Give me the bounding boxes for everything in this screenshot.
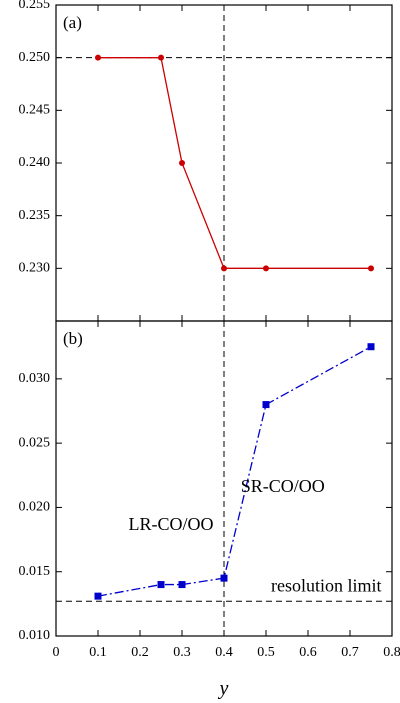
panel-label-b: (b) <box>63 329 83 348</box>
y-tick-label-b-1: 0.025 <box>19 435 51 450</box>
y-tick-label-a-4: 0.235 <box>19 208 51 223</box>
y-tick-label-b-2: 0.020 <box>19 500 51 515</box>
data-point-a-4 <box>263 265 269 272</box>
data-point-a-0 <box>95 54 101 61</box>
annotation-sr-co-oo: SR-CO/OO <box>241 476 325 496</box>
annotation-resolution-limit: resolution limit <box>271 575 382 595</box>
x-tick-label-8: 0.8 <box>383 645 400 660</box>
y-tick-label-a-5: 0.230 <box>19 261 51 276</box>
y-tick-label-a-0: 0.255 <box>19 0 51 12</box>
data-point-a-5 <box>368 265 374 272</box>
data-point-a-2 <box>179 160 185 166</box>
panel-a-chart: 0.255 0.250 0.245 0.240 0.235 0.230 (a) <box>19 0 393 322</box>
x-axis-title: y <box>218 678 229 700</box>
data-point-b-2 <box>178 581 186 589</box>
data-point-a-3 <box>221 265 227 272</box>
x-tick-label-0: 0 <box>53 645 60 660</box>
series-line-a-0 <box>98 57 371 269</box>
y-tick-label-b-3: 0.015 <box>19 564 51 579</box>
x-tick-label-7: 0.7 <box>341 645 359 660</box>
data-point-b-5 <box>367 343 375 351</box>
x-tick-label-4: 0.4 <box>215 645 233 660</box>
y-tick-label-a-3: 0.240 <box>19 155 51 170</box>
y-tick-label-a-1: 0.250 <box>19 50 51 65</box>
x-tick-label-6: 0.6 <box>299 645 317 660</box>
data-point-b-4 <box>262 401 270 409</box>
annotation-lr-co-oo: LR-CO/OO <box>129 514 214 534</box>
x-tick-label-1: 0.1 <box>89 645 107 660</box>
y-tick-label-b-0: 0.030 <box>19 371 51 386</box>
data-point-b-3 <box>220 574 228 582</box>
x-tick-label-3: 0.3 <box>173 645 191 660</box>
data-point-b-1 <box>157 581 165 589</box>
y-tick-label-a-2: 0.245 <box>19 103 51 118</box>
x-tick-label-2: 0.2 <box>131 645 149 660</box>
series-line-b-0 <box>97 346 372 597</box>
data-point-a-1 <box>158 54 164 61</box>
x-tick-label-5: 0.5 <box>257 645 275 660</box>
y-tick-label-b-4: 0.010 <box>19 628 51 643</box>
data-point-b-0 <box>94 592 102 600</box>
panel-label-a: (a) <box>63 13 82 32</box>
plot-frame-a <box>55 4 393 322</box>
